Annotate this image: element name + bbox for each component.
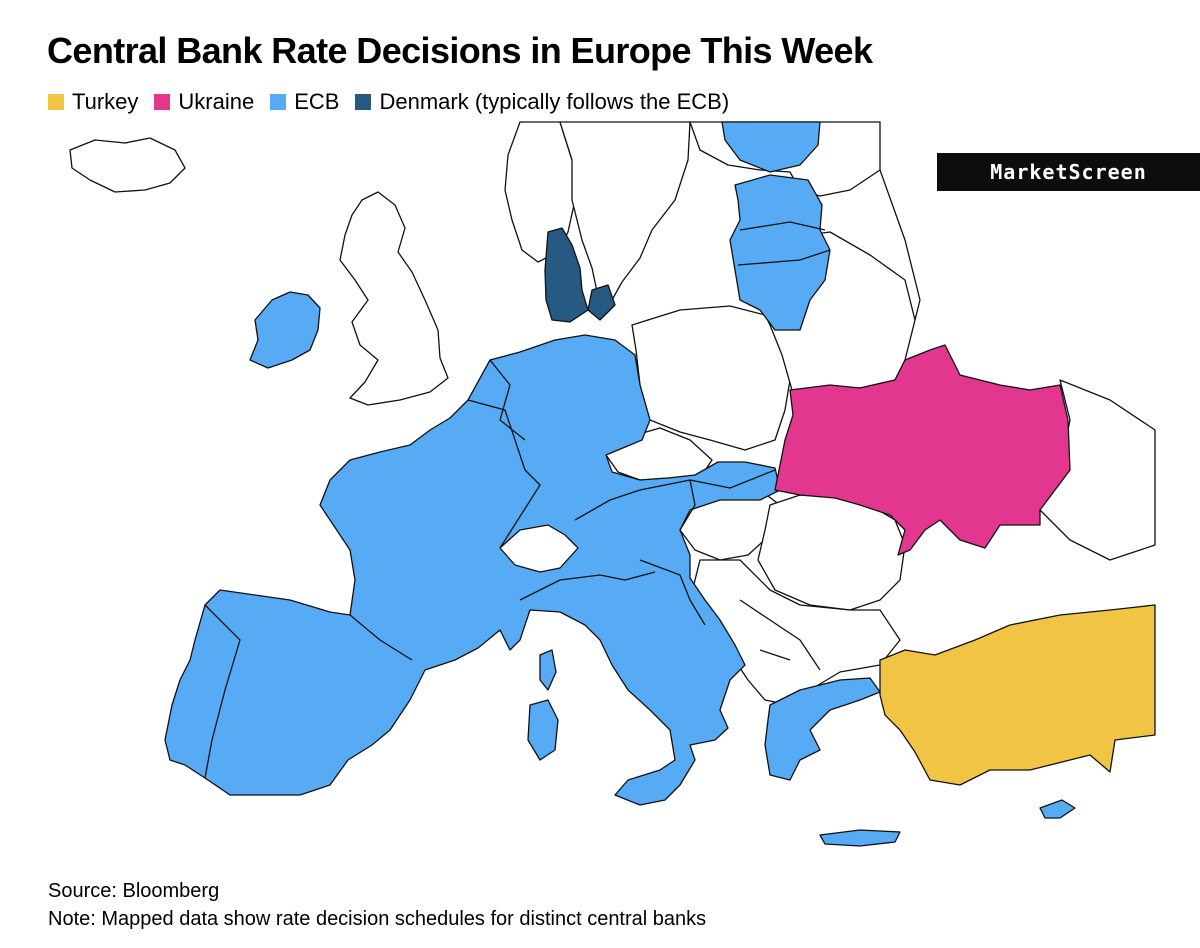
country-sweden [559,121,691,301]
country-poland [631,305,791,451]
region-finland-south [721,121,821,173]
region-baltics [729,174,831,331]
legend-label-ukraine: Ukraine [178,89,255,114]
country-switzerland [499,524,579,573]
region-sardinia [527,699,559,761]
region-turkey [879,604,1156,786]
border-germany-austria [574,479,696,531]
region-ireland [249,291,321,369]
region-crete [819,829,901,847]
country-iceland [69,137,186,193]
watermark-badge: MarketScreen [937,153,1200,191]
legend-swatch-denmark [355,94,372,110]
legend-item-ecb: ECB [270,89,339,115]
legend-swatch-ukraine [154,94,171,110]
legend-label-ecb: ECB [294,89,340,114]
legend-swatch-ecb [270,94,287,110]
legend-label-denmark: Denmark (typically follows the ECB) [379,89,730,114]
border-benelux [489,359,526,441]
border-france-germany [467,399,541,549]
region-cyprus [1039,799,1076,819]
border-croatia [639,559,706,626]
country-great-britain [339,191,449,406]
region-ukraine [774,344,1071,556]
legend: Turkey Ukraine ECB Denmark (typically fo… [48,89,745,115]
border-italy [519,571,656,601]
region-denmark [544,227,616,323]
legend-item-denmark: Denmark (typically follows the ECB) [355,89,729,115]
border-russia-east [879,169,921,321]
border-baltics [737,221,831,266]
legend-label-turkey: Turkey [72,89,139,114]
border-spain-portugal [204,604,241,779]
legend-item-ukraine: Ukraine [154,89,254,115]
legend-item-turkey: Turkey [48,89,138,115]
region-corsica [539,649,557,691]
border-france-spain [349,614,413,661]
chart-title: Central Bank Rate Decisions in Europe Th… [47,30,873,71]
region-greece [764,677,881,781]
border-slovakia [689,469,776,489]
footnote: Note: Mapped data show rate decision sch… [48,908,707,930]
legend-swatch-turkey [48,94,64,110]
region-ecb-core [164,334,781,806]
border-balkans [739,599,821,671]
source-note: Source: Bloomberg [48,880,220,902]
